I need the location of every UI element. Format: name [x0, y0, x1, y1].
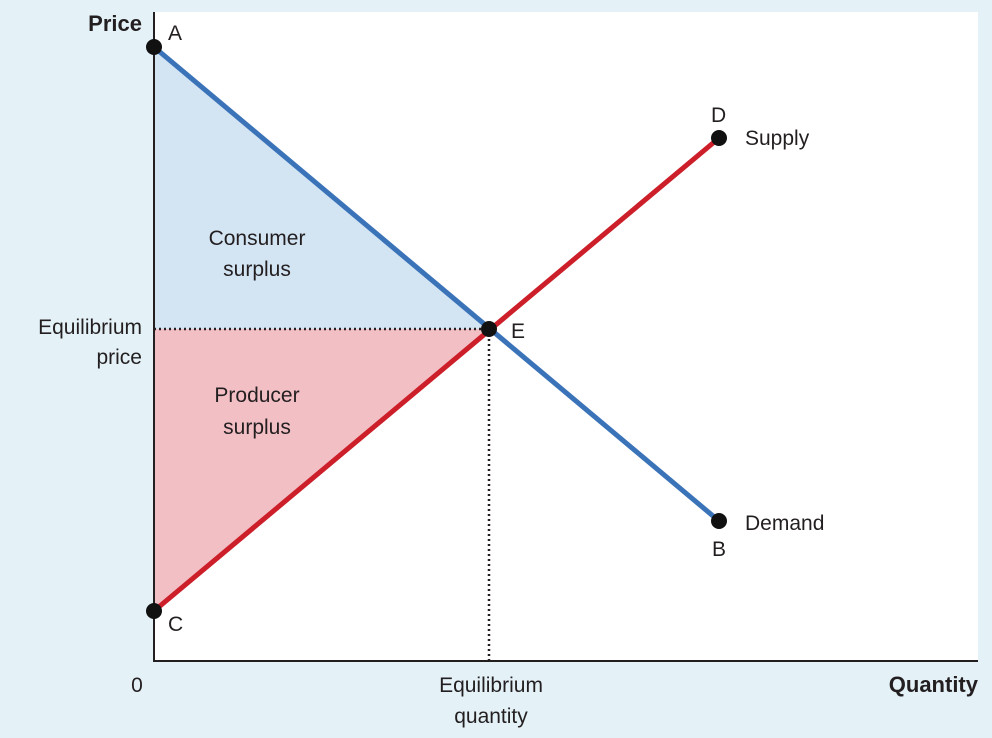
- point-a-marker: [146, 39, 162, 55]
- consumer-surplus-label-line1: Consumer: [209, 227, 306, 250]
- point-c-marker: [146, 603, 162, 619]
- producer-surplus-label-line1: Producer: [214, 384, 299, 407]
- point-b-marker: [711, 513, 727, 529]
- point-e-label: E: [511, 320, 525, 343]
- x-axis-title: Quantity: [889, 672, 979, 697]
- equilibrium-price-label-line1: Equilibrium: [38, 316, 142, 339]
- demand-label: Demand: [745, 512, 824, 535]
- producer-surplus-label-line2: surplus: [223, 416, 291, 439]
- point-e-marker: [481, 321, 497, 337]
- supply-label: Supply: [745, 127, 810, 150]
- point-d-label: D: [711, 104, 726, 127]
- equilibrium-quantity-label-line1: Equilibrium: [439, 674, 543, 697]
- origin-label: 0: [131, 674, 143, 697]
- equilibrium-price-label-line2: price: [96, 346, 142, 369]
- point-d-marker: [711, 130, 727, 146]
- equilibrium-quantity-label-line2: quantity: [454, 705, 528, 728]
- y-axis-title: Price: [88, 11, 142, 36]
- demand-curve: [152, 45, 721, 523]
- point-a-label: A: [168, 22, 182, 45]
- point-c-label: C: [168, 613, 183, 636]
- supply-curve: [152, 136, 721, 613]
- consumer-surplus-label-line2: surplus: [223, 258, 291, 281]
- point-b-label: B: [712, 538, 726, 561]
